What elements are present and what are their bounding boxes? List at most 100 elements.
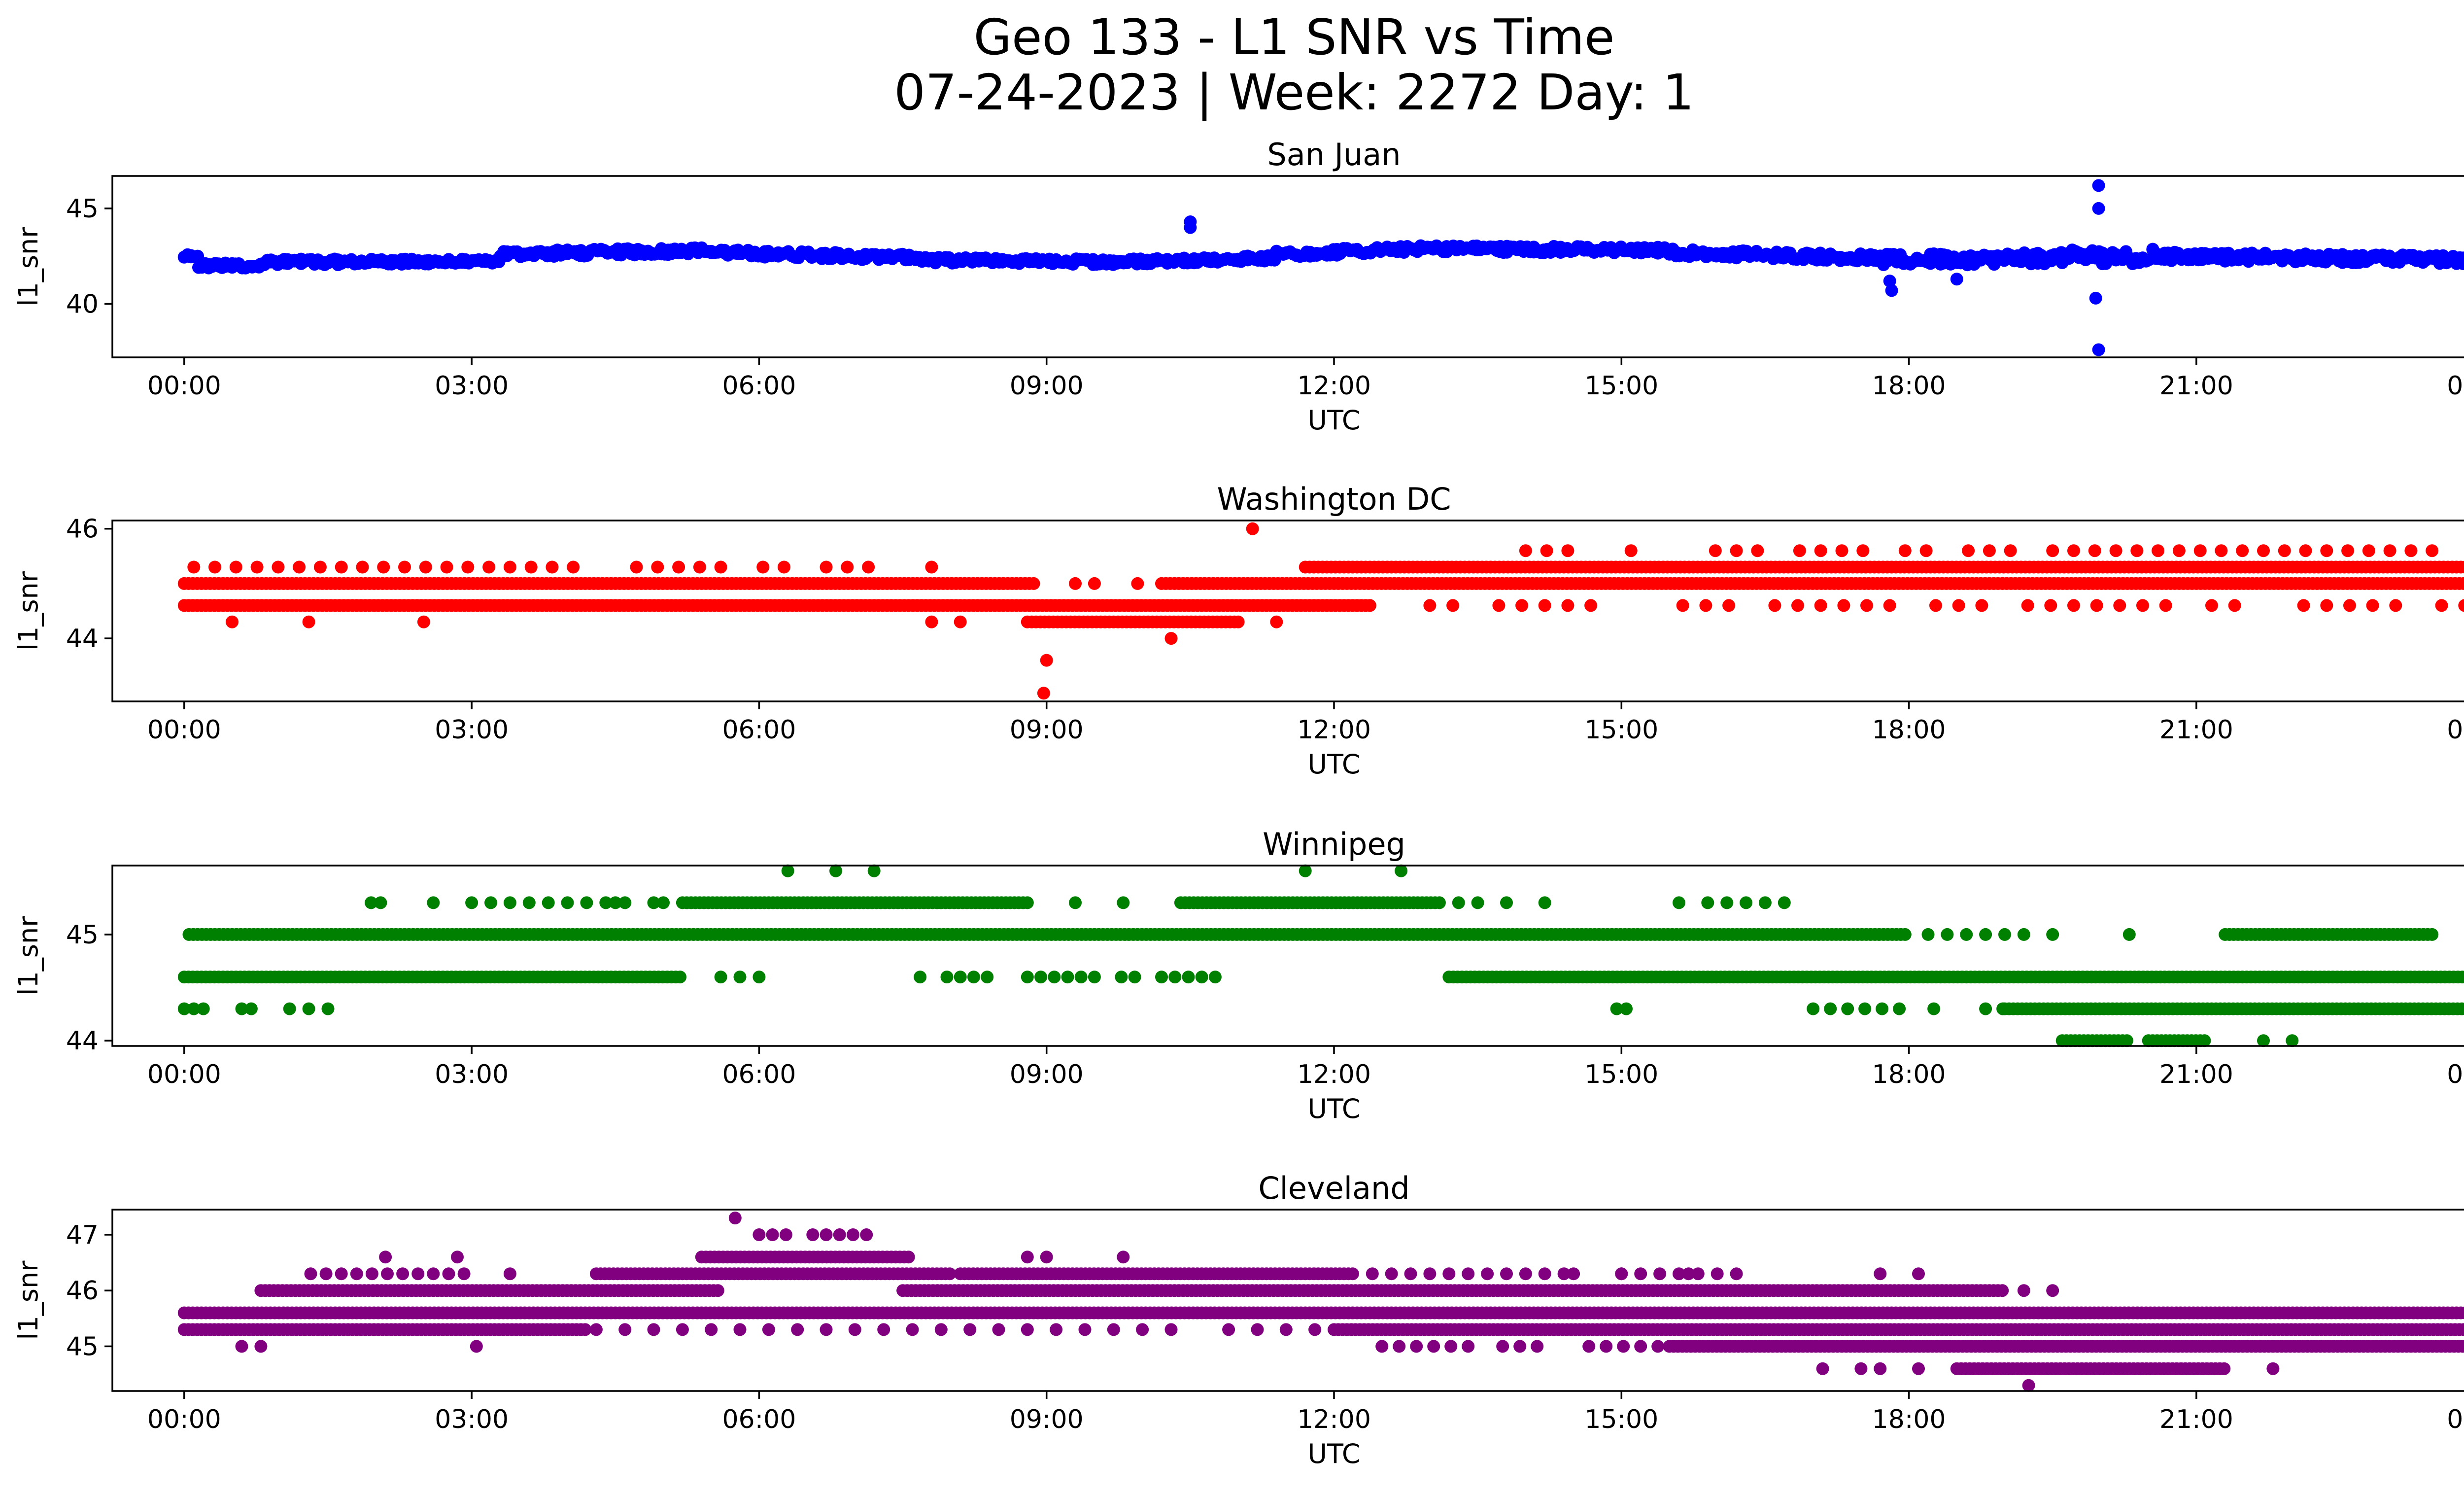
data-point [1778,896,1791,909]
data-point [377,560,390,574]
data-point [711,1284,724,1297]
data-point [2457,577,2464,590]
panel-title-san-juan: San Juan [1267,137,1401,173]
data-point [940,971,954,984]
data-point [2159,599,2172,612]
data-point [2236,544,2249,557]
data-point [1208,971,1222,984]
data-point [482,560,496,574]
data-point [2004,544,2017,557]
data-point [1500,896,1513,909]
data-point [1960,928,1973,941]
data-point [1720,896,1734,909]
x-tick-label: 21:00 [2159,715,2233,745]
x-tick-label: 03:00 [435,715,509,745]
data-point [2366,599,2379,612]
data-point [374,896,387,909]
data-point [177,1002,191,1015]
data-point [1048,971,1061,984]
data-point [1232,615,1245,628]
data-point [2389,599,2402,612]
data-point [1027,577,1040,590]
data-point [778,560,790,574]
data-point [2215,544,2228,557]
data-point [197,1002,210,1015]
data-point [1858,1002,1872,1015]
series-points-washington-dc [177,522,2464,700]
data-point [1115,971,1128,984]
data-point [2257,544,2270,557]
data-point [356,560,369,574]
data-point [2088,544,2101,557]
x-tick-label: 00:00 [2447,1060,2464,1089]
x-tick-label: 09:00 [1010,715,1084,745]
x-tick-label: 12:00 [1297,715,1371,745]
panel-title-washington-dc: Washington DC [1217,481,1451,517]
data-point [546,560,559,574]
data-point [925,560,938,574]
data-point [272,560,285,574]
data-point [1979,928,1992,941]
data-point [1929,599,1942,612]
data-point [981,971,994,984]
data-point [2343,599,2356,612]
data-point [1740,896,1753,909]
data-point [1996,1002,2010,1015]
data-point [1791,599,1804,612]
data-point [567,560,580,574]
data-point [1471,896,1484,909]
data-point [2090,599,2103,612]
data-point [674,971,686,984]
x-tick-label: 06:00 [722,371,796,401]
data-point [1061,971,1074,984]
data-point [1433,896,1446,909]
data-point [2130,544,2144,557]
data-point [967,971,980,984]
data-point [2193,544,2207,557]
data-point [1983,544,1996,557]
x-tick-label: 15:00 [1584,715,1658,745]
data-point [1975,599,1988,612]
x-tick-label: 03:00 [435,1060,509,1089]
data-point [1898,928,1912,941]
data-point [841,560,854,574]
data-point [1883,599,1896,612]
data-point [943,1267,957,1281]
data-point [365,896,377,909]
data-point [1893,1002,1906,1015]
data-point [2120,1034,2133,1047]
data-point [2341,544,2355,557]
data-point [1758,896,1772,909]
data-point [1998,928,2011,941]
data-point [503,896,516,909]
data-point [1074,971,1088,984]
data-point [1117,896,1130,909]
data-point [672,560,685,574]
data-point [733,971,747,984]
data-point [579,1323,592,1336]
data-point [226,615,239,628]
x-tick-label: 00:00 [147,715,221,745]
data-point [1299,864,1312,877]
data-point [427,896,440,909]
data-point [1927,1002,1941,1015]
data-point [302,615,315,628]
data-point [1610,1002,1623,1015]
data-point [630,560,643,574]
data-point [2067,544,2080,557]
data-point [1624,544,1638,557]
data-point [1751,544,1764,557]
data-point [208,560,221,574]
data-point [2297,599,2310,612]
data-point [714,971,727,984]
data-point [1814,599,1827,612]
data-point [1492,599,1506,612]
data-point [2459,1306,2464,1320]
x-tick-label: 09:00 [1010,371,1084,401]
data-point [714,560,727,574]
data-point [524,560,538,574]
data-point [1069,896,1082,909]
